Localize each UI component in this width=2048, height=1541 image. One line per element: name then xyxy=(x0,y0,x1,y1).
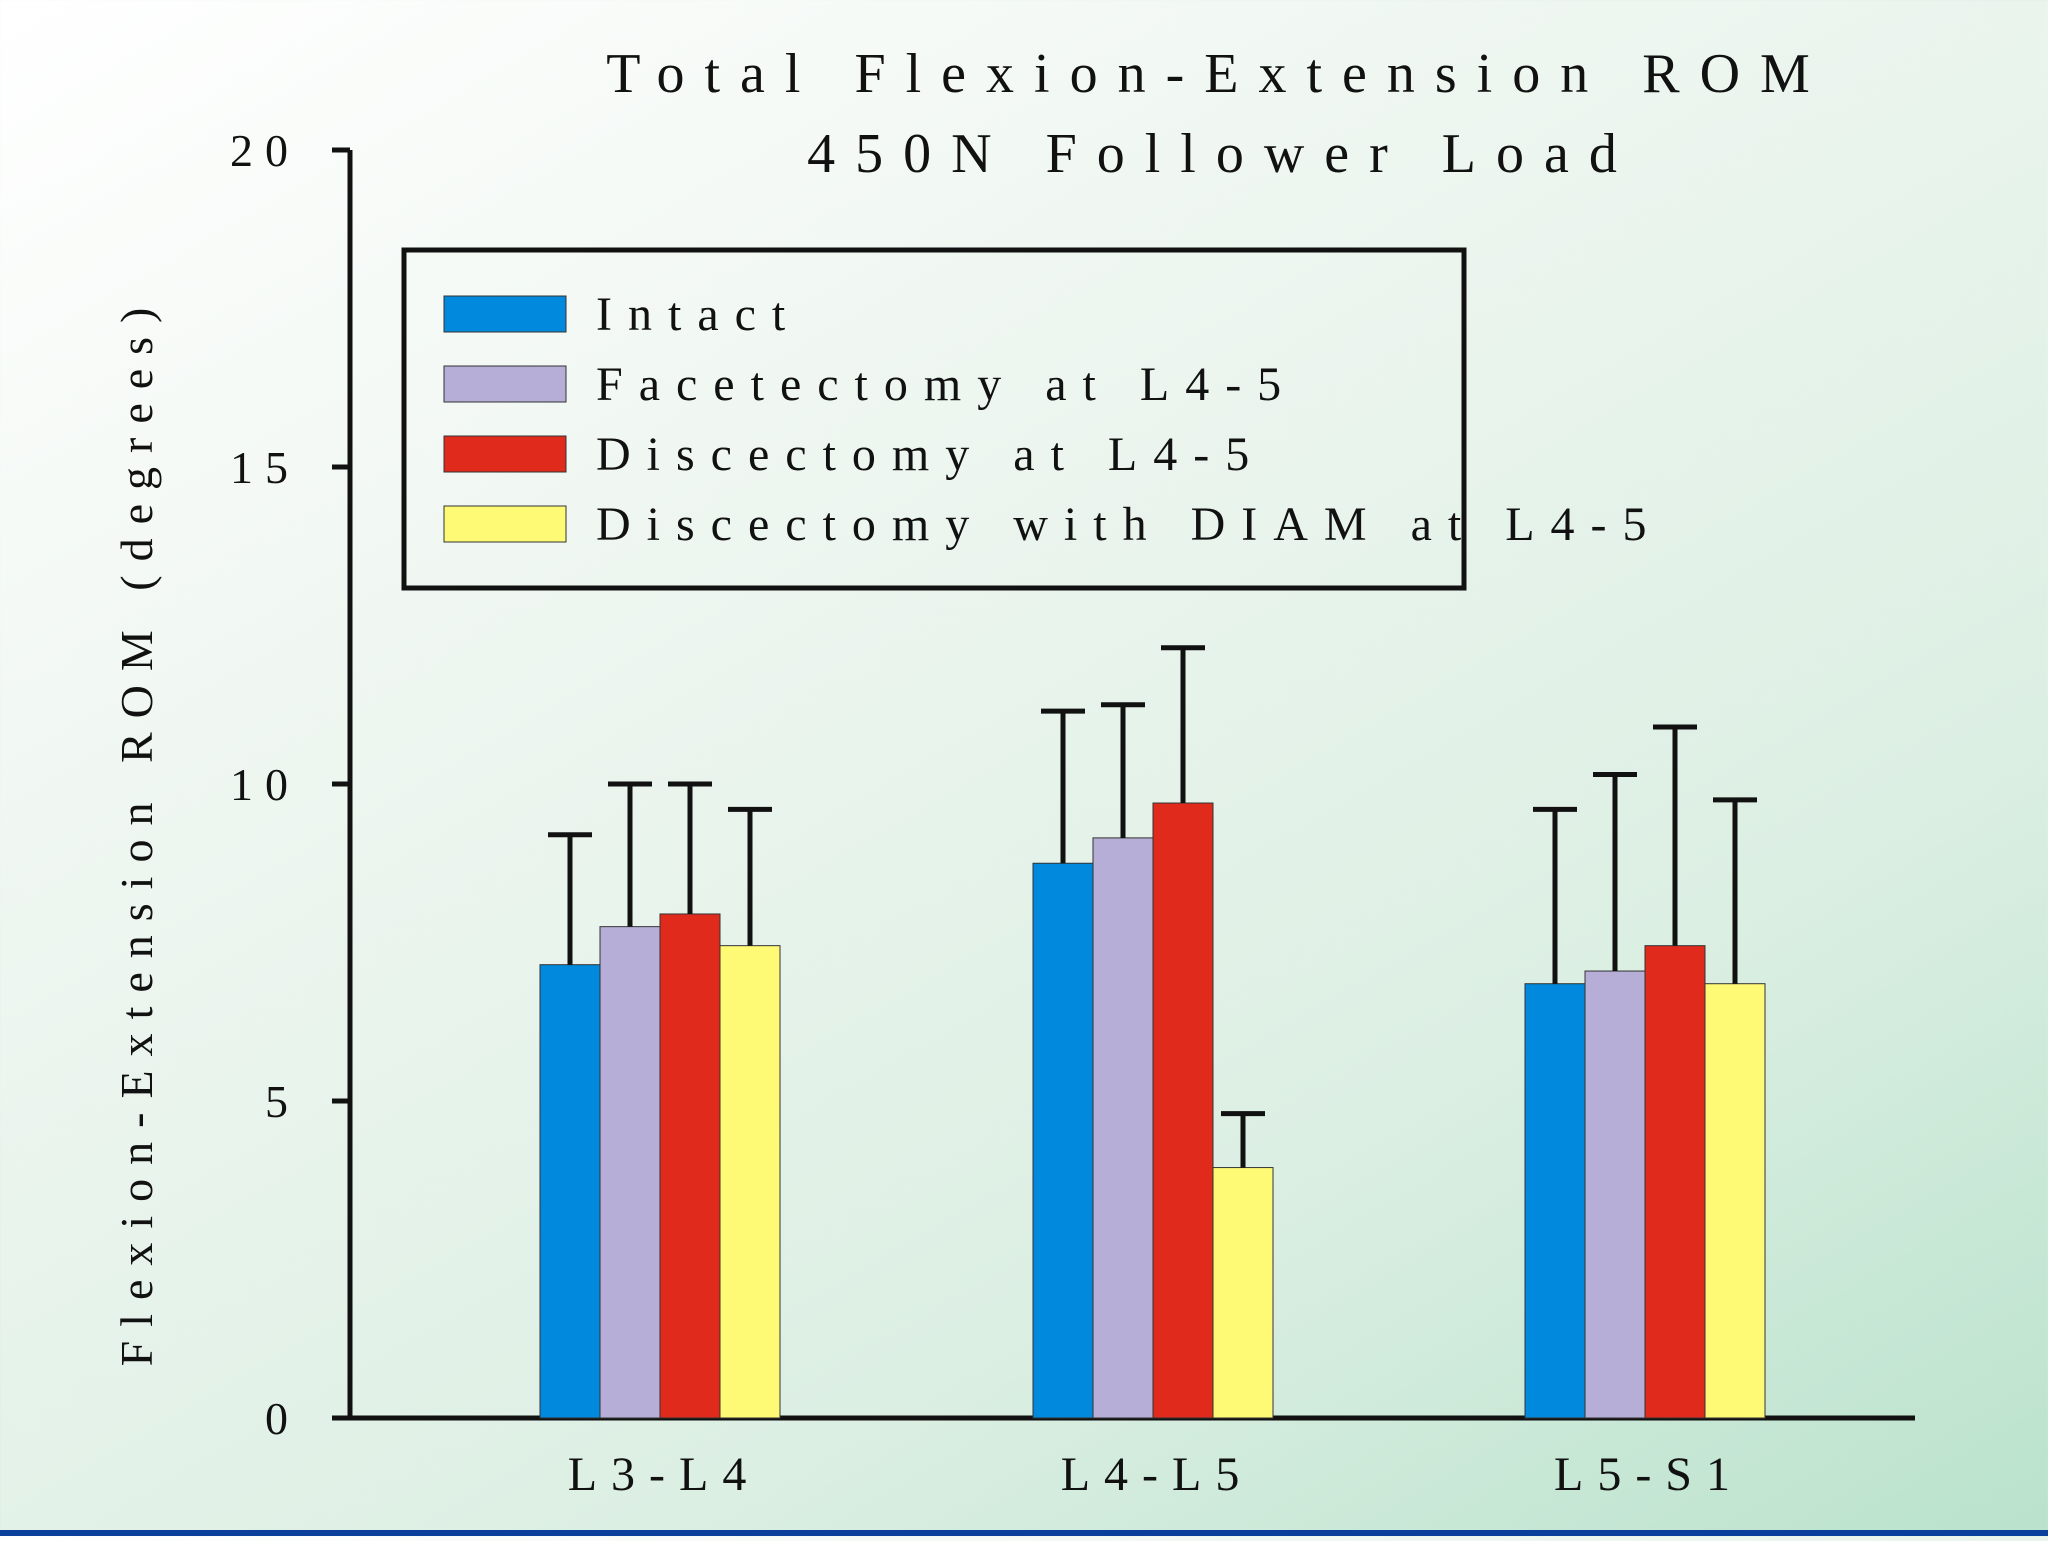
x-category-label: L4-L5 xyxy=(1061,1448,1254,1501)
legend-swatch xyxy=(443,505,567,543)
y-tick-label: 20 xyxy=(230,125,300,176)
legend-swatch xyxy=(443,295,567,333)
legend: Intact Facetectomy at L4-5 Discectomy at L… xyxy=(401,247,1663,591)
bar xyxy=(599,926,661,1419)
legend-swatch xyxy=(443,435,567,473)
legend-label: Intact xyxy=(596,288,801,341)
x-category-label: L3-L4 xyxy=(568,1448,761,1501)
bar xyxy=(1212,1167,1274,1419)
bar xyxy=(1152,802,1214,1419)
bar xyxy=(719,945,781,1419)
bar xyxy=(1032,862,1094,1419)
y-tick-label: 5 xyxy=(265,1076,300,1127)
bar xyxy=(1524,983,1586,1419)
chart-subtitle: 450N Follower Load xyxy=(807,123,1637,185)
bar xyxy=(1644,945,1706,1419)
x-category-label: L5-S1 xyxy=(1554,1448,1744,1501)
legend-box xyxy=(401,247,1467,591)
bar xyxy=(539,964,601,1419)
bar xyxy=(1704,983,1766,1419)
chart-title: Total Flexion-Extension ROM xyxy=(606,43,1830,105)
y-tick-label: 10 xyxy=(230,759,300,810)
bar xyxy=(1092,837,1154,1419)
bottom-rule xyxy=(0,1530,2048,1536)
legend-label: Facetectomy at L4-5 xyxy=(596,358,1297,411)
legend-label: Discectomy with DIAM at L4-5 xyxy=(596,498,1663,551)
legend-label: Discectomy at L4-5 xyxy=(596,428,1265,481)
bar xyxy=(659,913,721,1419)
legend-swatch xyxy=(443,365,567,403)
y-axis-title: Flexion-Extension ROM (degrees) xyxy=(111,294,162,1367)
y-tick-label: 15 xyxy=(230,442,300,493)
y-tick-label: 0 xyxy=(265,1393,300,1444)
plot-area: 0 5 10 15 20 L3-L4 L4-L5 L5-S1 xyxy=(230,125,1915,1501)
bar xyxy=(1584,970,1646,1419)
